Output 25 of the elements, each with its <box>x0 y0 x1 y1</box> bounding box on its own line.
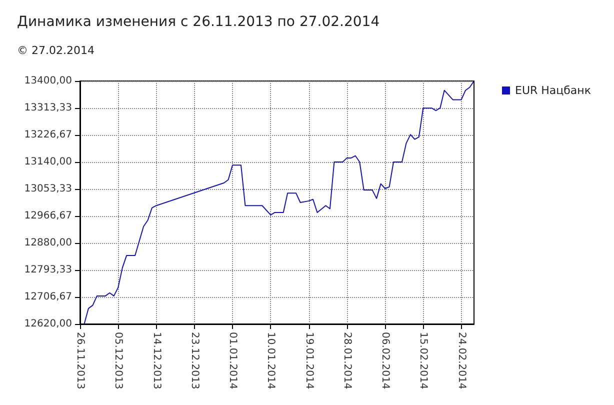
x-tick-label: 10.01.2014 <box>265 332 276 390</box>
chart-title: Динамика изменения с 26.11.2013 по 27.02.2014 <box>17 14 380 30</box>
x-tick-label: 23.12.2013 <box>188 332 200 390</box>
line-series <box>84 80 474 324</box>
y-tick-label: 12880,00 <box>24 238 72 248</box>
x-tick-label: 06.02.2014 <box>380 332 391 390</box>
y-tick-label: 12793,33 <box>24 264 72 276</box>
x-tick-label: 15.02.2014 <box>418 332 429 390</box>
y-tick-label: 13313,33 <box>24 102 72 114</box>
y-tick-label: 12620,00 <box>24 318 72 330</box>
y-tick-label: 13400,00 <box>24 76 72 86</box>
y-tick-label: 13140,00 <box>24 156 72 168</box>
y-tick-label: 13053,33 <box>24 184 72 194</box>
legend-label: EUR Нацбанк <box>515 84 592 97</box>
x-tick-label: 14.12.2013 <box>150 332 162 390</box>
x-tick-label: 26.11.2013 <box>74 332 86 390</box>
x-tick-label: 28.01.2014 <box>341 332 352 390</box>
y-tick-label: 12706,67 <box>24 292 72 302</box>
x-tick-label: 05.12.2013 <box>112 332 124 390</box>
x-tick-label: 01.01.2014 <box>227 332 238 390</box>
x-tick-label: 24.02.2014 <box>456 332 467 390</box>
y-tick-label: 13226,67 <box>24 130 72 140</box>
x-tick-label: 19.01.2014 <box>303 332 314 390</box>
chart-subtitle: © 27.02.2014 <box>17 44 94 57</box>
y-tick-label: 12966,67 <box>24 210 72 222</box>
